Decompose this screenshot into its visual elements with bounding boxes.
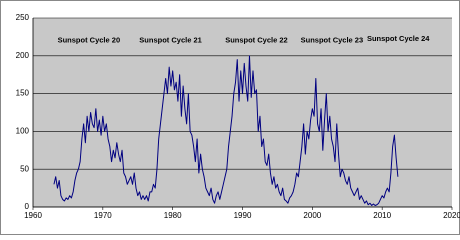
x-tick-label: 1970 xyxy=(94,211,112,220)
y-tick-label: 200 xyxy=(16,51,30,60)
y-tick-label: 0 xyxy=(25,202,30,211)
chart: 0 50 100 150 200 250 1960 1970 1980 1990 2000 2010 2… xyxy=(0,0,460,235)
x-tick-label: 2020 xyxy=(443,211,460,220)
x-tick-label: 2000 xyxy=(303,211,321,220)
y-tick-label: 50 xyxy=(20,164,29,173)
data-line xyxy=(53,55,399,206)
annotation: Sunspot Cycle 24 xyxy=(367,34,430,43)
x-tick-label: 2010 xyxy=(373,211,391,220)
x-tick-label: 1960 xyxy=(24,211,42,220)
y-tick-label: 100 xyxy=(16,127,30,136)
annotation: Sunspot Cycle 23 xyxy=(301,36,364,45)
annotation: Sunspot Cycle 22 xyxy=(225,36,288,45)
y-tick-label: 250 xyxy=(16,13,30,22)
annotation: Sunspot Cycle 20 xyxy=(58,36,121,45)
plot-area xyxy=(33,18,452,207)
y-tick-label: 150 xyxy=(16,89,30,98)
x-tick-label: 1980 xyxy=(164,211,182,220)
annotation: Sunspot Cycle 21 xyxy=(139,36,202,45)
page: 0 50 100 150 200 250 1960 1970 1980 1990 2000 2010 2… xyxy=(0,0,460,235)
x-tick-label: 1990 xyxy=(234,211,252,220)
